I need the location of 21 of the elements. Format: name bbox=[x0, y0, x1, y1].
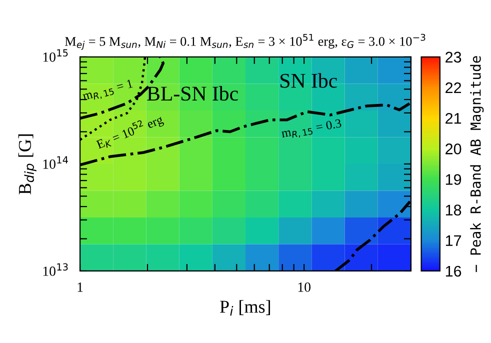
y-tick-label: 10$^{15}$ bbox=[43, 49, 68, 62]
annotation: SN Ibc bbox=[280, 73, 337, 88]
annotation: BL-SN Ibc bbox=[147, 86, 238, 101]
x-tick-label: 10 bbox=[298, 282, 310, 292]
color-bar-label: 20 bbox=[446, 144, 462, 154]
color-bar-label: 21 bbox=[446, 112, 462, 124]
annotation: m$_{R,15}$ = 0.3 bbox=[280, 118, 342, 140]
color-bar-label: 18 bbox=[446, 204, 462, 216]
color-bar-label: 23 bbox=[446, 52, 462, 63]
y-axis-title: B$_{dip}$ [G] bbox=[18, 134, 36, 194]
annotation: E$_{K}$ = 10$^{52}$ erg bbox=[94, 112, 165, 152]
color-bar-label: 17 bbox=[446, 235, 462, 246]
x-tick-label: 1 bbox=[78, 282, 83, 292]
color-bar-label: 22 bbox=[446, 82, 462, 94]
chart-title: M$_{ej}$ = 5 M$_{sun}$, M$_{Ni}$ = 0.1 M$_{sun}$, E$_{sn}$ = 3 × 10$^{51}$ erg, ε$_{G}$ = 3.0 × 10$^{−3}$ bbox=[64, 34, 426, 50]
color-bar-label: 16 bbox=[446, 266, 462, 277]
y-tick-label: 10$^{13}$ bbox=[43, 263, 68, 276]
color-bar-title: − Peak R-Band AB Magnitude bbox=[470, 56, 484, 272]
color-bar-label: 19 bbox=[446, 174, 462, 185]
x-axis-title: P$_{i}$ [ms] bbox=[220, 300, 270, 316]
y-tick-label: 10$^{14}$ bbox=[43, 156, 68, 169]
